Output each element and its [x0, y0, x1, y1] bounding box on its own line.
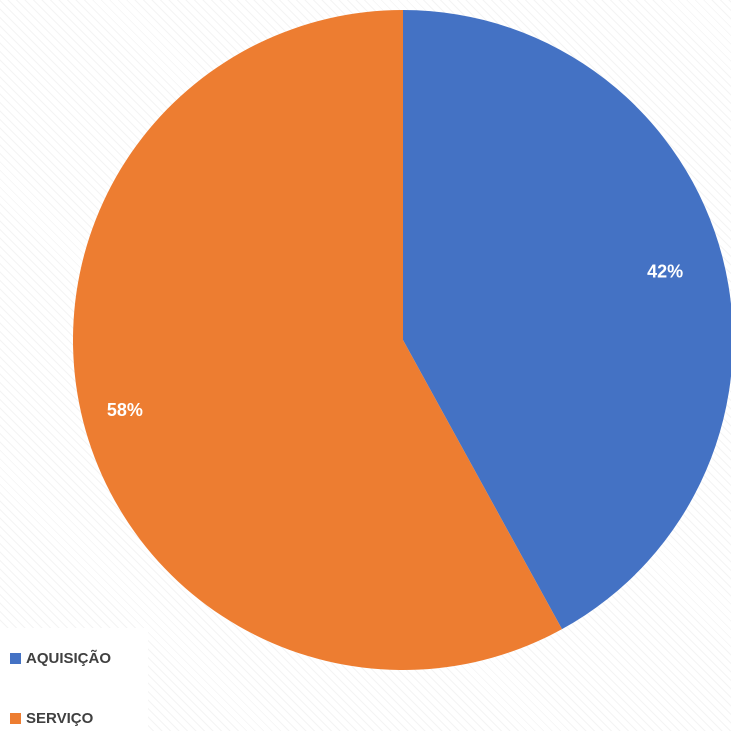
legend: AQUISIÇÃO SERVIÇO: [0, 628, 148, 731]
legend-item-servico: SERVIÇO: [10, 710, 93, 727]
pie-slices: [72, 10, 731, 670]
data-label-aquisicao: 42%: [647, 261, 683, 281]
legend-item-aquisicao: AQUISIÇÃO: [10, 650, 111, 667]
data-label-servico: 58%: [107, 400, 143, 420]
pie-slice-servico: [72, 10, 562, 670]
pie-slice-aquisicao: [403, 10, 731, 630]
pie-labels: 42% 58%: [107, 261, 683, 420]
legend-swatch-servico: [10, 713, 21, 724]
legend-label-servico: SERVIÇO: [26, 710, 94, 727]
legend-swatch-aquisicao: [10, 653, 21, 664]
legend-label-aquisicao: AQUISIÇÃO: [26, 650, 112, 667]
